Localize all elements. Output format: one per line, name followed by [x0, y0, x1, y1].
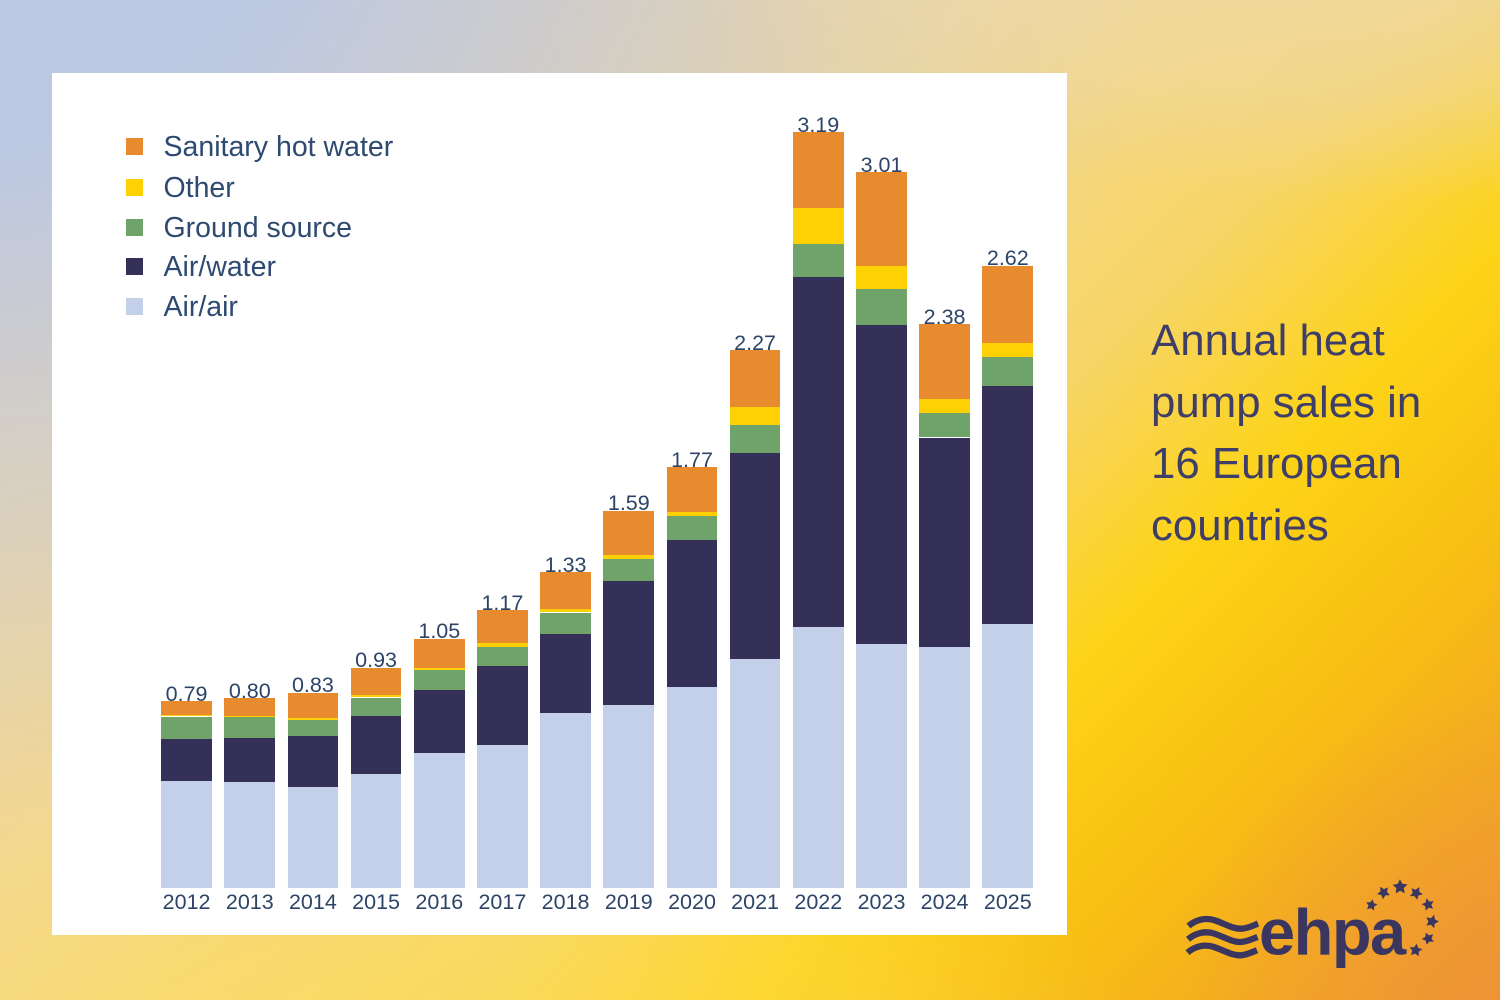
svg-text:ehpa: ehpa	[1259, 896, 1407, 969]
